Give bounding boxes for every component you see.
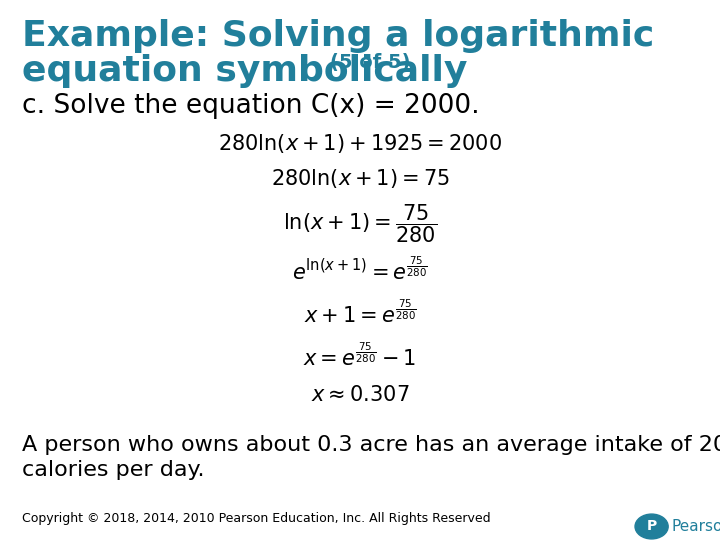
Text: Copyright © 2018, 2014, 2010 Pearson Education, Inc. All Rights Reserved: Copyright © 2018, 2014, 2010 Pearson Edu… xyxy=(22,512,490,525)
Text: $\ln(x+1)=\dfrac{75}{280}$: $\ln(x+1)=\dfrac{75}{280}$ xyxy=(283,203,437,245)
Circle shape xyxy=(635,514,668,539)
Text: $x=e^{\frac{75}{280}}-1$: $x=e^{\frac{75}{280}}-1$ xyxy=(303,343,417,370)
Text: (5 of 5): (5 of 5) xyxy=(330,53,410,72)
Text: equation symbolically: equation symbolically xyxy=(22,54,467,88)
Text: A person who owns about 0.3 acre has an average intake of 2000: A person who owns about 0.3 acre has an … xyxy=(22,435,720,455)
Text: P: P xyxy=(647,519,657,534)
Text: $280\ln(x+1)+1925=2000$: $280\ln(x+1)+1925=2000$ xyxy=(218,132,502,154)
Text: Example: Solving a logarithmic: Example: Solving a logarithmic xyxy=(22,19,654,53)
Text: $e^{\ln(x+1)}=e^{\frac{75}{280}}$: $e^{\ln(x+1)}=e^{\frac{75}{280}}$ xyxy=(292,256,428,284)
Text: $x\approx 0.307$: $x\approx 0.307$ xyxy=(311,385,409,406)
Text: $280\ln(x+1)=75$: $280\ln(x+1)=75$ xyxy=(271,167,449,190)
Text: calories per day.: calories per day. xyxy=(22,460,204,480)
Text: Pearson: Pearson xyxy=(672,519,720,534)
Text: c. Solve the equation C(x) = 2000.: c. Solve the equation C(x) = 2000. xyxy=(22,93,480,119)
Text: $x+1=e^{\frac{75}{280}}$: $x+1=e^{\frac{75}{280}}$ xyxy=(304,300,416,327)
